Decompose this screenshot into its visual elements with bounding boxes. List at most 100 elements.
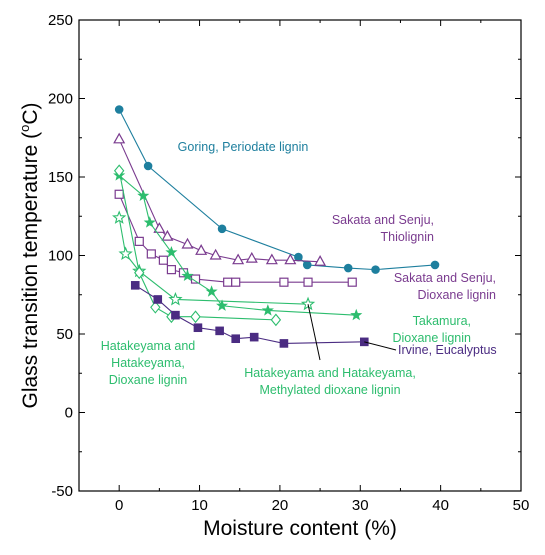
data-point-hatakeyama-methylated: [168, 291, 183, 306]
annotation-pointer-irvine: [364, 341, 397, 351]
data-point-goring: [294, 252, 303, 262]
series-line-hatakeyama-dioxane: [118, 170, 276, 321]
y-axis-label-prefix: Glass transition temperature (: [19, 132, 42, 409]
x-tick-label: 10: [191, 497, 208, 514]
data-point-sakata-thio: [284, 253, 297, 265]
series-label-irvine: Irvine, Eucalyptus: [398, 343, 497, 357]
annotation-pointer-hatakeyama-methylated: [307, 304, 321, 361]
data-point-takamura: [261, 304, 274, 316]
data-point-sakata-dioxane: [347, 277, 357, 287]
y-tick-label: -50: [51, 483, 73, 500]
series-line-takamura: [118, 175, 357, 316]
data-point-sakata-dioxane: [146, 249, 156, 259]
data-point-goring: [217, 224, 227, 234]
x-axis-label: Moisture content (%): [203, 517, 397, 540]
data-point-takamura: [205, 285, 218, 297]
x-tick-label: 40: [432, 497, 449, 514]
data-point-goring: [343, 263, 353, 273]
data-point-sakata-thio: [245, 251, 258, 263]
series-sakata-thio: [113, 132, 327, 266]
data-point-sakata-dioxane: [114, 189, 124, 199]
data-point-irvine: [215, 326, 224, 336]
data-point-sakata-thio: [232, 253, 245, 265]
data-point-sakata-dioxane: [231, 277, 241, 287]
data-point-irvine: [279, 339, 289, 348]
series-label-line: Dioxane lignin: [417, 288, 496, 302]
data-point-sakata-thio: [195, 244, 208, 255]
series-sakata-dioxane: [114, 189, 357, 287]
data-point-takamura: [350, 308, 363, 321]
y-axis-label-degree: o: [17, 125, 32, 132]
series-line-sakata-thio: [118, 139, 321, 263]
data-point-sakata-thio: [113, 132, 126, 144]
series-label-line: Takamura,: [413, 314, 471, 328]
data-point-hatakeyama-dioxane: [190, 310, 201, 324]
data-point-hatakeyama-dioxane: [113, 164, 125, 178]
data-point-irvine: [193, 323, 203, 333]
y-tick-label: 150: [48, 169, 73, 186]
series-label-line: Methylated dioxane lignin: [259, 383, 400, 397]
y-tick-label: 250: [48, 12, 73, 29]
data-point-hatakeyama-dioxane: [150, 300, 161, 314]
data-point-sakata-dioxane: [223, 277, 233, 287]
series-label-goring: Goring, Periodate lignin: [178, 140, 309, 154]
series-label-line: Hatakeyama and: [101, 339, 196, 353]
x-tick-label: 30: [352, 497, 369, 514]
y-axis-label: Glass transition temperature (oC): [17, 102, 42, 408]
data-point-hatakeyama-methylated: [300, 296, 316, 311]
data-point-sakata-dioxane: [158, 255, 168, 265]
data-point-sakata-dioxane: [166, 265, 177, 275]
data-point-takamura: [137, 189, 150, 201]
data-point-hatakeyama-methylated: [112, 210, 127, 224]
data-point-hatakeyama-dioxane: [270, 313, 282, 327]
series-label-line: Sakata and Senju,: [394, 271, 496, 285]
y-tick-label: 0: [65, 405, 73, 422]
x-tick-label: 20: [272, 497, 289, 514]
data-point-sakata-thio: [265, 253, 278, 265]
series-label-line: Dioxane lignin: [392, 331, 471, 345]
data-point-sakata-thio: [209, 248, 222, 260]
series-goring: [114, 105, 440, 274]
series-label-sakata-thio: Sakata and Senju, Thiolignin: [332, 213, 434, 244]
data-point-irvine: [249, 332, 259, 342]
y-tick-label: 50: [56, 326, 73, 343]
series-label-hatakeyama-dioxane: Hatakeyama and Hatakeyama, Dioxane lignin: [101, 339, 196, 387]
data-point-sakata-thio: [314, 255, 327, 266]
series-irvine: [130, 281, 369, 348]
data-point-irvine: [171, 310, 180, 320]
data-point-sakata-thio: [153, 222, 166, 233]
x-tick-label: 0: [115, 497, 123, 514]
data-point-sakata-thio: [161, 229, 174, 241]
x-tick-label: 50: [513, 497, 530, 514]
series-label-line: Hatakeyama and Hatakeyama,: [244, 366, 416, 380]
data-point-hatakeyama-dioxane: [134, 266, 145, 280]
data-point-goring: [371, 265, 380, 274]
data-point-sakata-dioxane: [303, 277, 313, 287]
series-label-line: Goring, Periodate lignin: [178, 140, 309, 154]
series-label-line: Hatakeyama,: [111, 356, 185, 370]
series-label-line: Thiolignin: [380, 230, 434, 244]
series-label-takamura: Takamura, Dioxane lignin: [392, 314, 471, 345]
series-line-sakata-dioxane: [118, 194, 353, 283]
data-point-takamura: [181, 269, 194, 282]
data-point-takamura: [216, 299, 229, 311]
y-tick-label: 200: [48, 91, 73, 108]
data-point-goring: [114, 105, 124, 114]
data-point-irvine: [130, 281, 140, 290]
data-point-hatakeyama-methylated: [118, 246, 133, 260]
y-axis-label-suffix: C): [19, 102, 42, 124]
y-tick-label: 100: [48, 248, 73, 265]
data-point-sakata-thio: [181, 237, 194, 249]
data-point-goring: [302, 260, 312, 270]
data-point-irvine: [153, 295, 163, 304]
data-point-goring: [143, 161, 153, 171]
data-point-sakata-dioxane: [279, 277, 289, 287]
series-label-line: Dioxane lignin: [109, 373, 188, 387]
data-point-takamura: [165, 245, 178, 258]
data-point-goring: [430, 260, 440, 270]
data-point-irvine: [359, 337, 369, 347]
data-point-sakata-dioxane: [134, 236, 144, 246]
series-takamura: [113, 169, 363, 321]
